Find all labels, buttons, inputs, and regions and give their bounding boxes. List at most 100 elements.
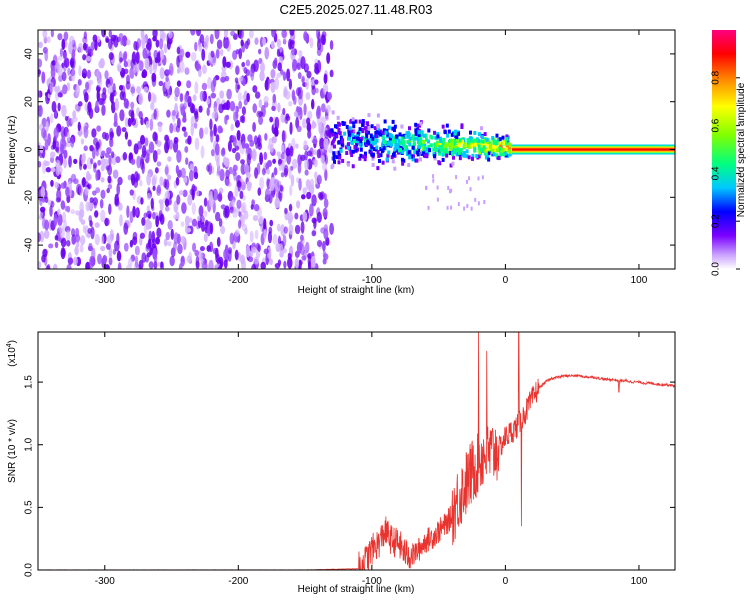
heatmap-cell <box>266 168 270 175</box>
heatmap-cell <box>438 151 442 156</box>
heatmap-cell <box>456 147 460 152</box>
heatmap-cell <box>442 148 446 153</box>
heatmap-cell <box>358 141 362 146</box>
heatmap-cell <box>146 192 151 201</box>
heatmap-cell <box>483 132 487 137</box>
heatmap-cell <box>55 197 62 203</box>
heatmap-cell <box>87 101 92 113</box>
heatmap-cell <box>107 175 112 184</box>
heatmap-cell <box>312 159 318 165</box>
heatmap-cell <box>492 152 496 157</box>
heatmap-cell <box>61 38 66 50</box>
heatmap-cell <box>343 131 347 136</box>
heatmap-cell <box>199 127 204 140</box>
heatmap-cell <box>458 137 462 142</box>
heatmap-cell <box>289 184 293 197</box>
heatmap-cell <box>185 157 189 166</box>
y-multiplier: (x104) <box>6 340 18 367</box>
colorbar-label: Normalized spectral amplitude <box>736 82 747 217</box>
heatmap-cell <box>454 146 458 151</box>
heatmap-cell <box>63 31 69 41</box>
heatmap-cell <box>176 233 181 245</box>
heatmap-cell <box>213 123 217 137</box>
heatmap-cell <box>235 152 241 162</box>
heatmap-cell <box>357 137 361 142</box>
heatmap-cell <box>407 132 411 137</box>
heatmap-cell <box>405 152 409 157</box>
heatmap-cell <box>236 199 242 209</box>
heatmap-cell <box>394 134 398 139</box>
heatmap-cell <box>190 51 197 62</box>
heatmap-cell <box>377 153 381 158</box>
heatmap-cell <box>170 228 174 240</box>
heatmap-cell <box>373 138 377 143</box>
heatmap-cell <box>70 58 75 66</box>
heatmap-cell <box>366 121 370 126</box>
heatmap-cell <box>393 124 397 129</box>
heatmap-cell <box>419 157 423 162</box>
heatmap-cell <box>252 103 258 114</box>
heatmap-cell <box>465 154 469 159</box>
heatmap-cell <box>386 141 390 146</box>
heatmap-cell <box>138 259 144 269</box>
heatmap-cell <box>38 58 43 68</box>
heatmap-cell <box>430 135 434 140</box>
heatmap-cell <box>336 115 340 120</box>
heatmap-cell <box>345 124 349 129</box>
heatmap-cell <box>209 118 213 131</box>
heatmap-cell <box>156 184 161 194</box>
heatmap-cell <box>469 130 473 135</box>
heatmap-cell <box>90 41 95 51</box>
heatmap-cell <box>136 173 141 181</box>
heatmap-cell <box>320 132 325 138</box>
heatmap-cell <box>406 140 410 145</box>
heatmap-cell <box>272 93 277 104</box>
heatmap-cell <box>471 153 475 158</box>
heatmap-cell <box>281 144 285 153</box>
heatmap-cell <box>367 141 371 146</box>
heatmap-cell <box>347 142 351 147</box>
heatmap-cell <box>215 49 220 59</box>
heatmap-cell <box>283 226 288 234</box>
bottom-x-axis: -300 -200 -100 0 100 <box>95 332 648 587</box>
heatmap-cell <box>395 136 399 141</box>
heatmap-cell <box>312 138 318 144</box>
heatmap-cell <box>81 72 87 79</box>
heatmap-cell <box>153 253 158 263</box>
heatmap-cell <box>113 112 118 125</box>
heatmap-cell <box>302 211 308 222</box>
heatmap-cell <box>151 72 157 83</box>
heatmap-cell <box>314 79 319 85</box>
heatmap-cell <box>417 141 421 146</box>
heatmap-cell <box>264 188 271 201</box>
heatmap-cell <box>273 178 280 192</box>
heatmap-cell <box>321 36 326 46</box>
heatmap-cell <box>422 139 426 144</box>
heatmap-cell <box>272 135 278 144</box>
heatmap-cell <box>50 179 54 187</box>
heatmap-cell <box>473 148 477 153</box>
heatmap-cell <box>70 117 75 125</box>
heatmap-cell <box>403 134 407 139</box>
heatmap-cell <box>433 154 437 159</box>
heatmap-cell <box>388 132 392 137</box>
heatmap-cell <box>363 126 367 131</box>
heatmap-cell <box>203 233 208 243</box>
heatmap-cell <box>225 169 230 180</box>
heatmap-cell <box>277 62 282 72</box>
heatmap-cell <box>391 126 395 131</box>
heatmap-cell <box>500 141 504 146</box>
heatmap-cell <box>39 211 43 219</box>
heatmap-cell <box>196 189 200 197</box>
heatmap-cell <box>508 147 512 152</box>
heatmap-cell <box>259 70 265 82</box>
heatmap-cell <box>229 232 234 245</box>
heatmap-cell <box>155 39 160 48</box>
heatmap-cell <box>461 152 465 157</box>
heatmap-cell <box>363 157 367 162</box>
heatmap-cell <box>379 129 383 134</box>
heatmap-cell <box>159 176 164 187</box>
heatmap-cell <box>483 151 487 156</box>
heatmap-cell <box>96 125 102 132</box>
heatmap-cell <box>234 249 239 261</box>
